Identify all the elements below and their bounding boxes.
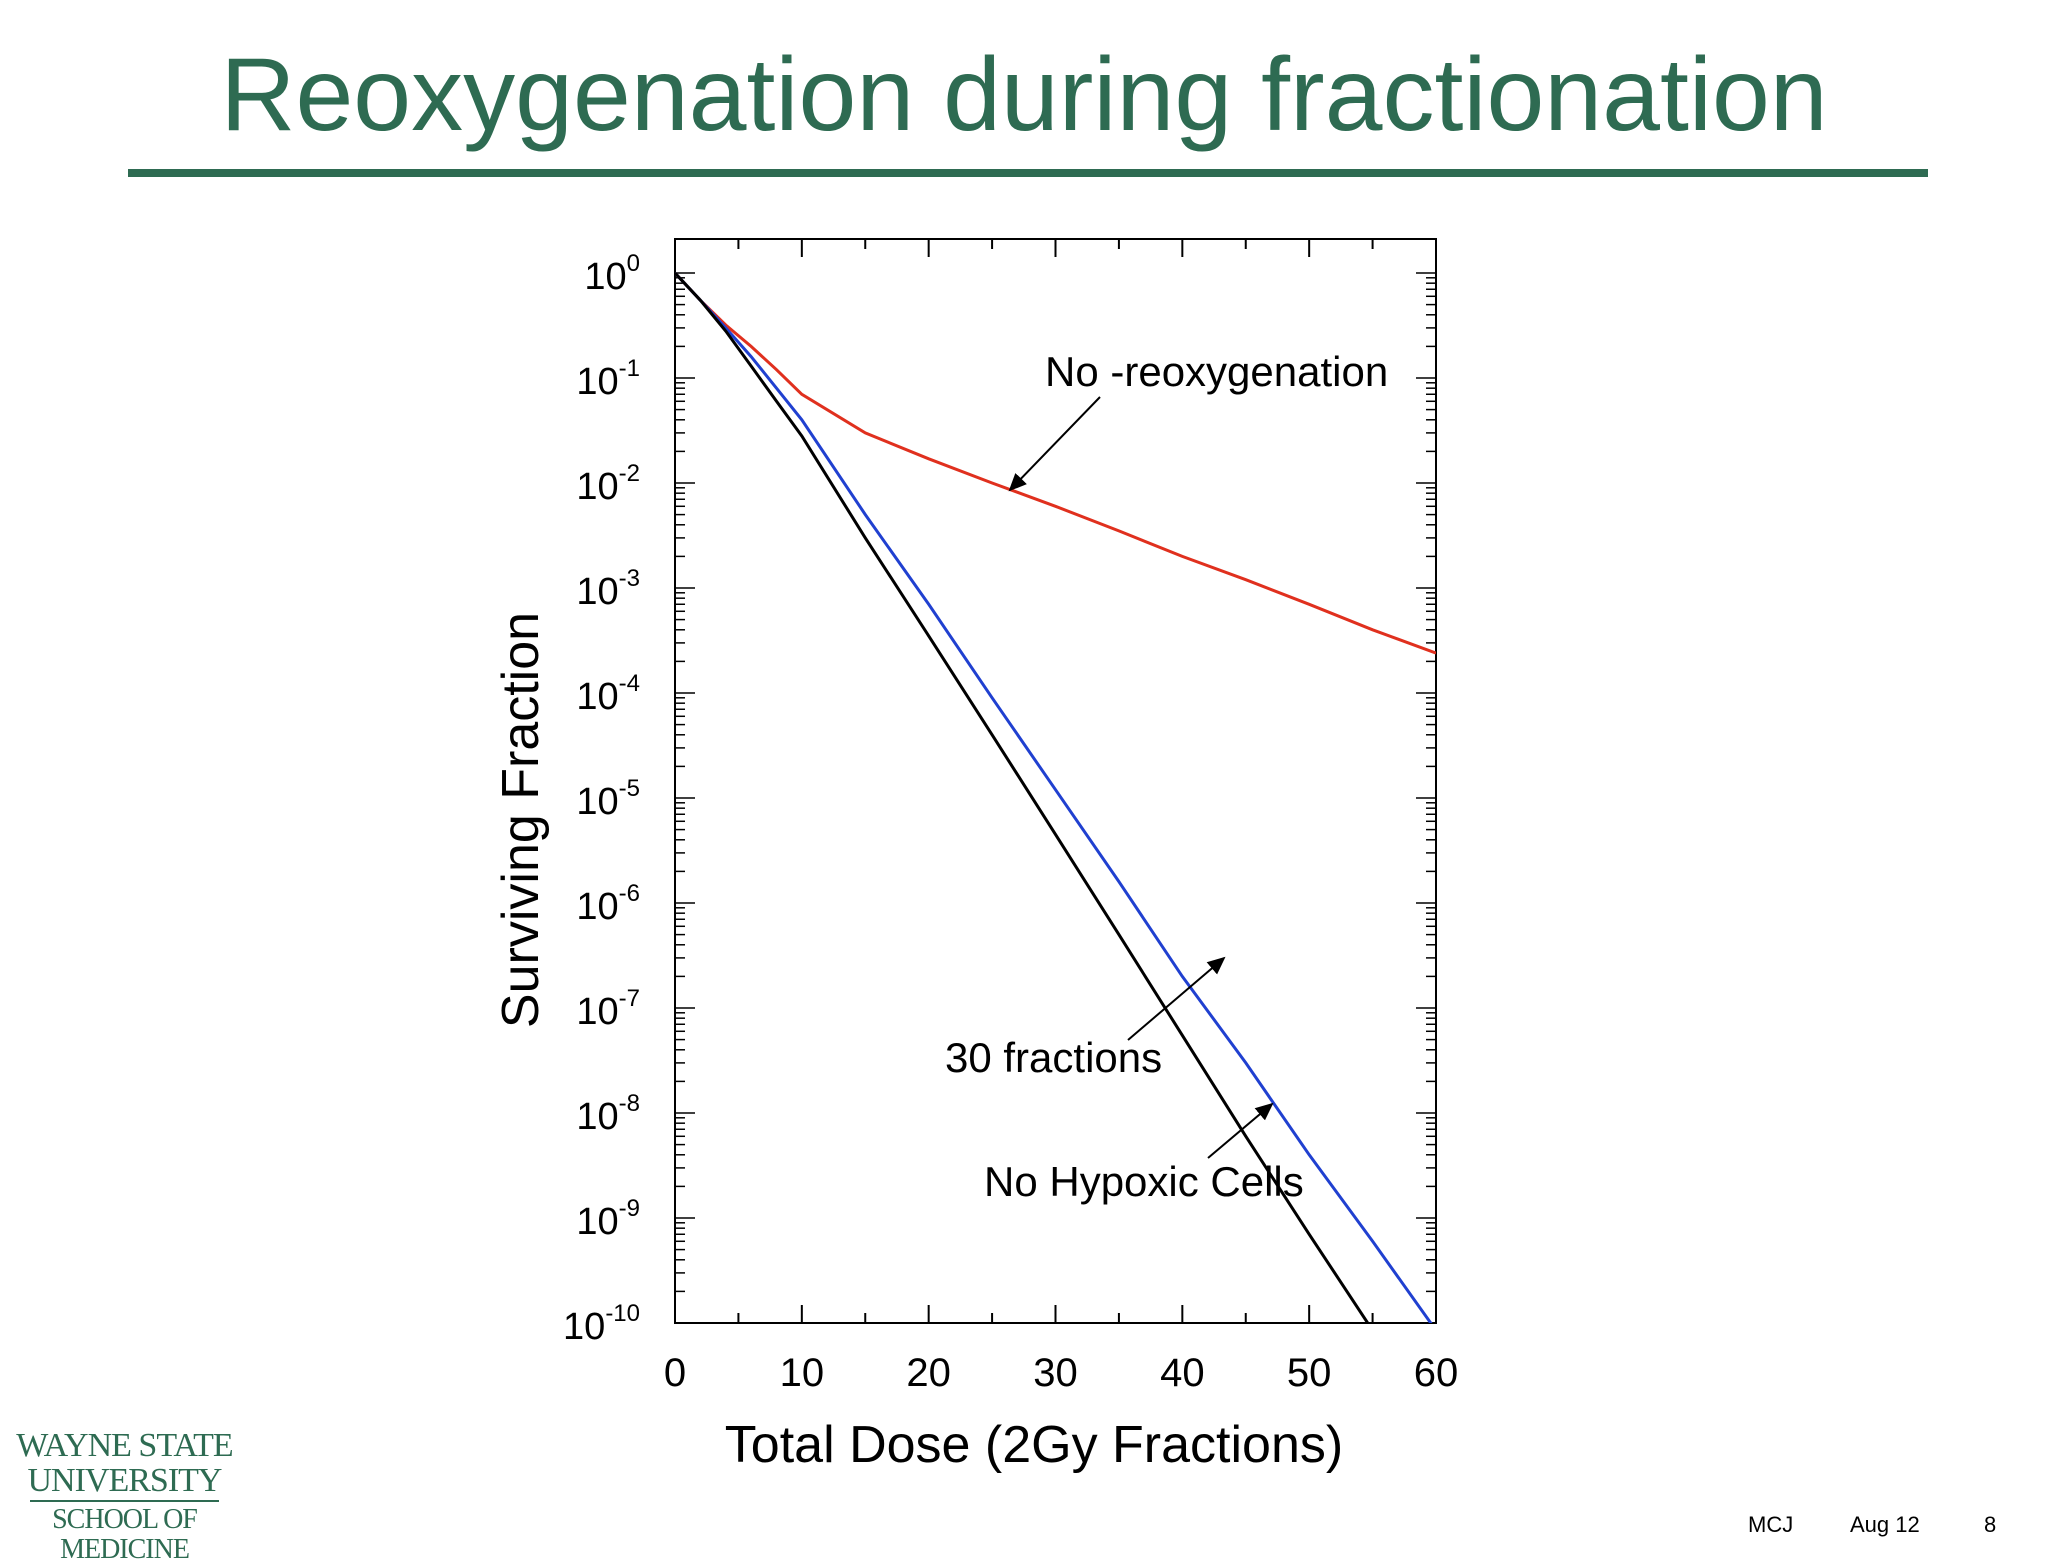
y-tick-label: 10-9 — [576, 1195, 640, 1243]
y-tick-label: 10-8 — [576, 1090, 640, 1138]
annotation-no-reoxygenation: No -reoxygenation — [1045, 348, 1388, 395]
x-tick-labels: 0 10 20 30 40 50 60 — [664, 1351, 1458, 1395]
y-tick-label: 100 — [584, 250, 640, 298]
y-tick-label: 10-4 — [576, 670, 640, 718]
y-tick-labels: 100 10-1 10-2 10-3 10-4 10-5 10-6 10-7 10-8 10-9 1… — [563, 250, 640, 1348]
logo-line-3: SCHOOL OF MEDICINE — [52, 1504, 198, 1565]
footer-page-number: 8 — [1984, 1512, 1997, 1537]
footer-author: MCJ — [1748, 1512, 1794, 1537]
logo-line-1: WAYNE STATE — [16, 1427, 233, 1464]
y-tick-label: 10-3 — [576, 565, 640, 613]
annotation-no-hypoxic-cells: No Hypoxic Cells — [984, 1158, 1304, 1205]
y-tick-label: 10-6 — [576, 880, 640, 928]
y-tick-label: 10-2 — [576, 460, 640, 508]
y-tick-label: 10-1 — [576, 355, 640, 403]
y-tick-label: 10-7 — [576, 985, 640, 1033]
slide-title: Reoxygenation during fractionation — [220, 37, 1828, 153]
arrow-30-fractions — [1127, 956, 1226, 1041]
x-tick-label: 0 — [664, 1351, 686, 1395]
title-divider — [128, 169, 1928, 177]
series-line-1 — [675, 271, 1436, 655]
arrow-no-reoxygenation — [1008, 396, 1101, 492]
arrow-no-hypoxic-cells — [1207, 1102, 1274, 1159]
university-logo: WAYNE STATE UNIVERSITY SCHOOL OF MEDICIN… — [12, 1428, 237, 1565]
annotation-30-fractions: 30 fractions — [945, 1034, 1162, 1081]
footer-date: Aug 12 — [1850, 1512, 1920, 1537]
x-axis-label: Total Dose (2Gy Fractions) — [725, 1416, 1343, 1474]
logo-rule — [30, 1500, 219, 1502]
x-tick-label: 30 — [1033, 1351, 1078, 1395]
series-lines — [675, 271, 1436, 1323]
logo-line-2: UNIVERSITY — [27, 1462, 223, 1499]
series-line-3 — [675, 271, 1370, 1323]
series-line-2 — [675, 271, 1433, 1323]
x-tick-label: 40 — [1160, 1351, 1205, 1395]
x-tick-label: 10 — [780, 1351, 825, 1395]
y-axis-label: Surviving Fraction — [492, 612, 550, 1028]
x-tick-label: 20 — [906, 1351, 951, 1395]
y-tick-label: 10-10 — [563, 1300, 640, 1348]
axis-ticks — [674, 239, 1437, 1324]
x-tick-label: 60 — [1414, 1351, 1459, 1395]
x-tick-label: 50 — [1287, 1351, 1332, 1395]
y-tick-label: 10-5 — [576, 775, 640, 823]
